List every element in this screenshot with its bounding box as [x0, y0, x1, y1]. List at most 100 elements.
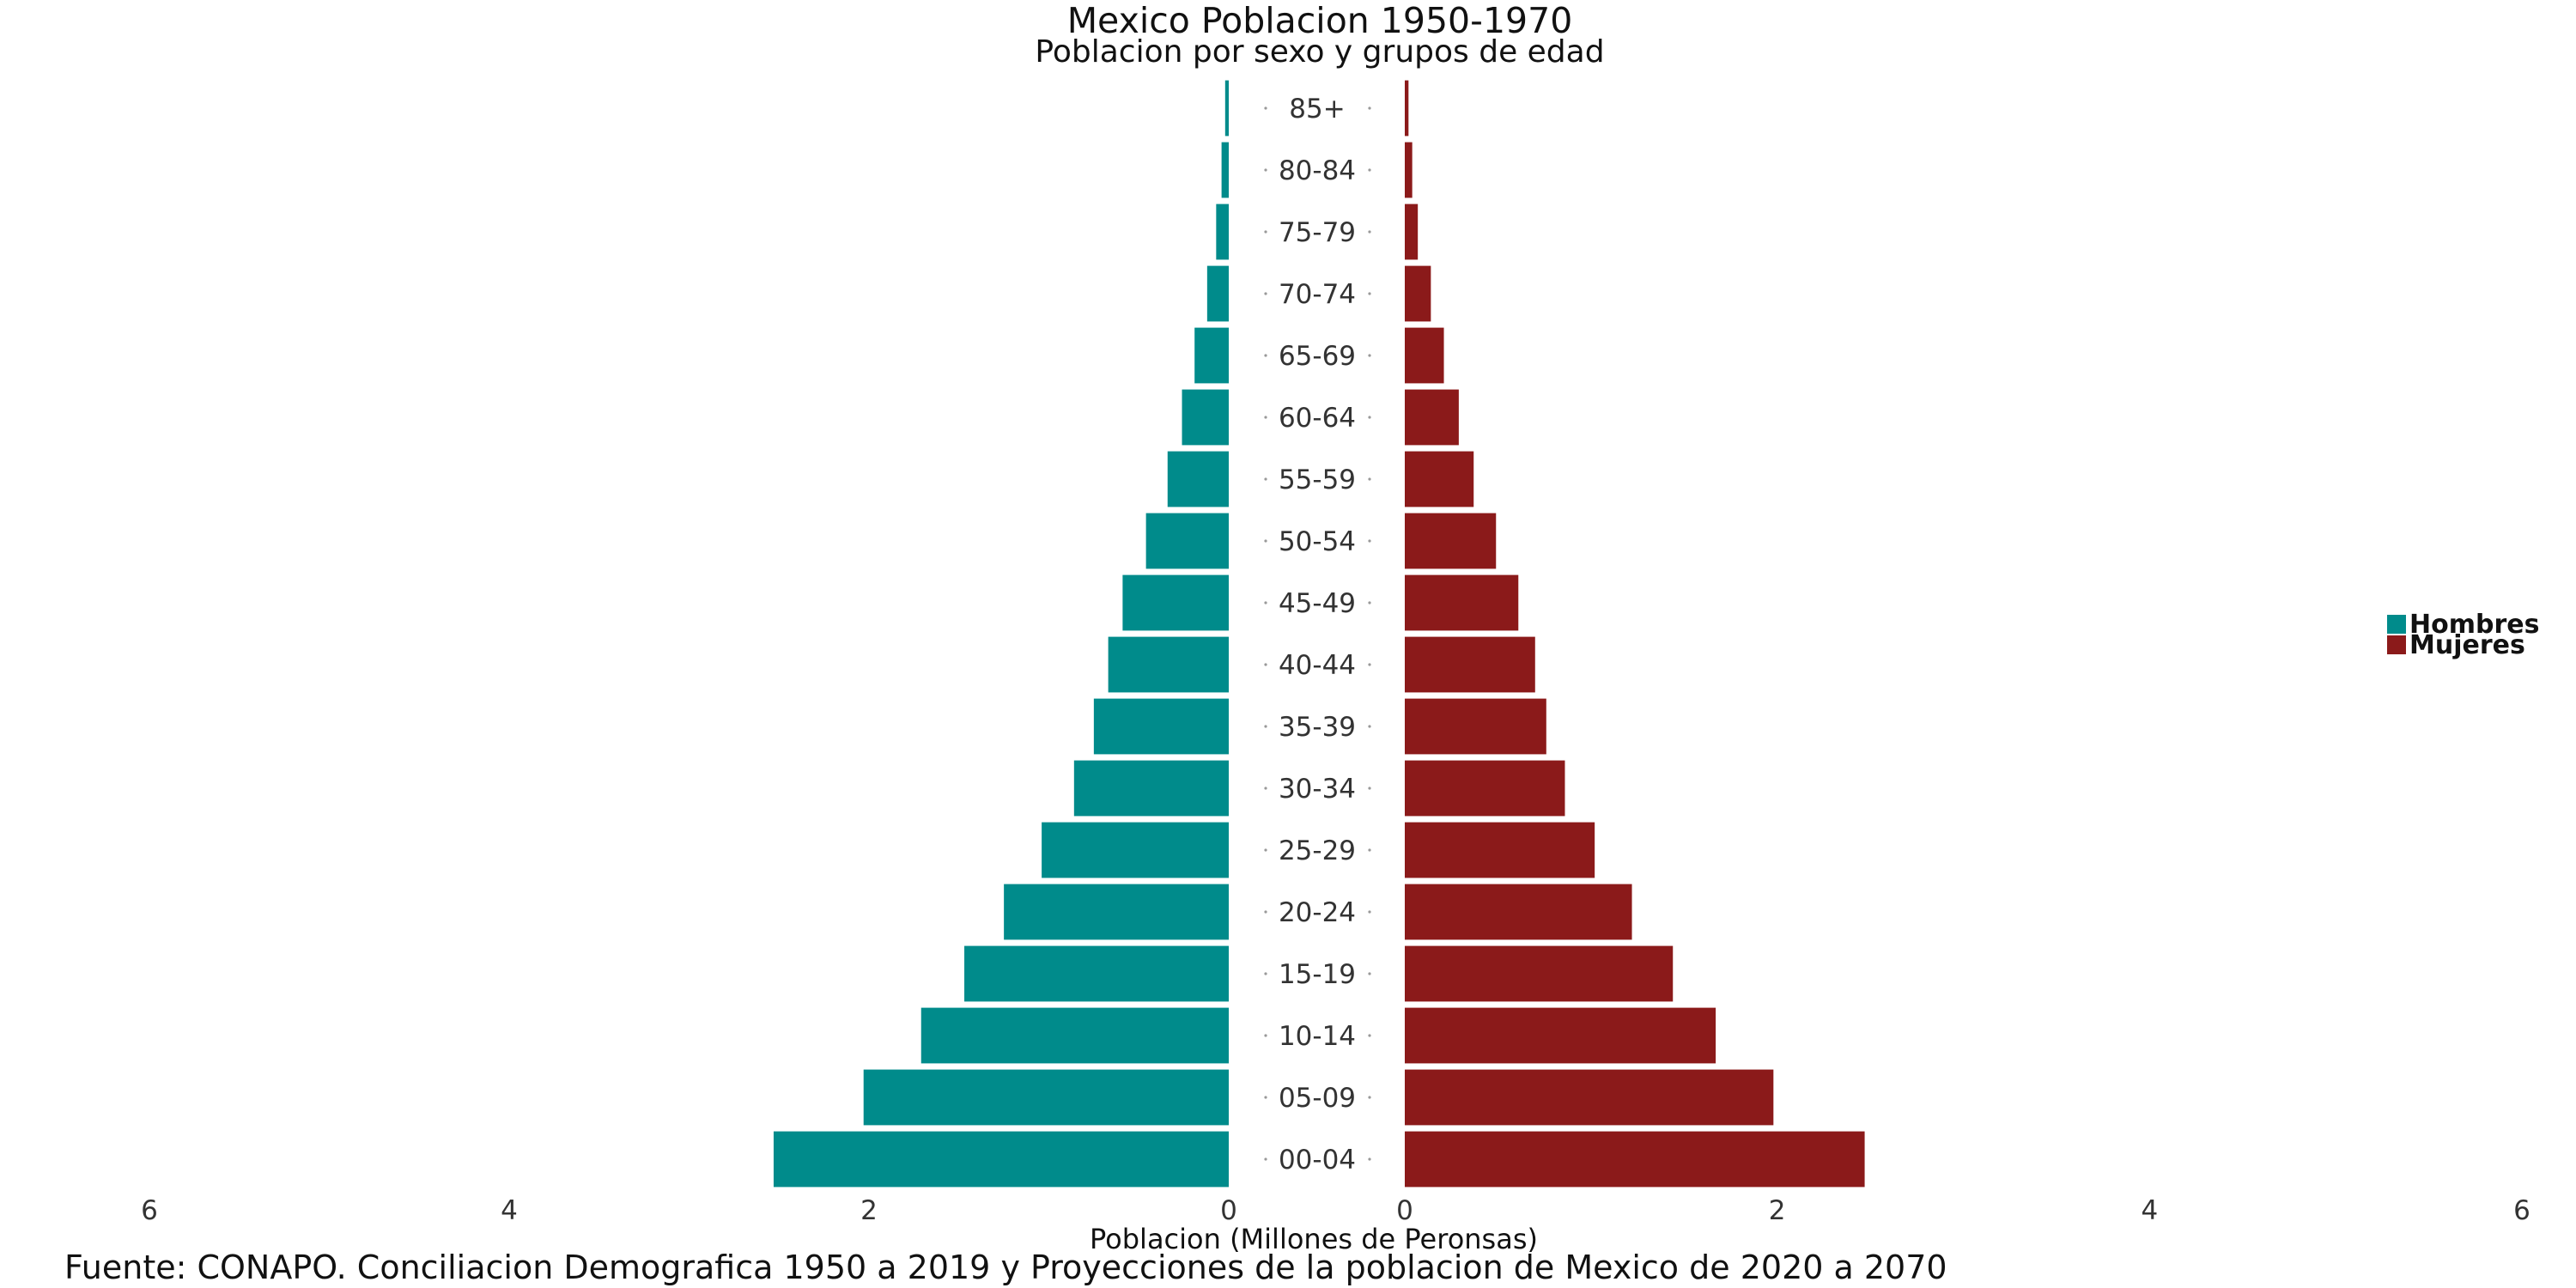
age-label-15-19: 15-19: [1279, 959, 1356, 990]
legend-swatch-mujeres: [2387, 635, 2406, 654]
bar-mujeres-70-74: [1405, 265, 1431, 322]
bar-mujeres-85+: [1405, 80, 1409, 137]
x-tick-left-4: 4: [501, 1195, 518, 1226]
bar-hombres-55-59: [1167, 451, 1229, 507]
age-label-55-59: 55-59: [1279, 465, 1356, 495]
bar-hombres-60-64: [1182, 389, 1229, 446]
bar-mujeres-40-44: [1405, 636, 1535, 693]
age-label-85+: 85+: [1289, 94, 1345, 125]
age-tick-mark: [1264, 354, 1267, 357]
age-label-45-49: 45-49: [1279, 588, 1356, 619]
age-tick-mark: [1368, 1034, 1371, 1037]
age-label-50-54: 50-54: [1279, 526, 1356, 557]
hombres-bars: [773, 80, 1229, 1188]
bar-mujeres-15-19: [1405, 945, 1674, 1002]
bar-hombres-40-44: [1108, 636, 1229, 693]
bar-mujeres-45-49: [1405, 574, 1519, 631]
x-axis-ticks-left: 6 4 2 0: [141, 1195, 1237, 1226]
age-tick-mark: [1368, 539, 1371, 543]
bar-hombres-50-54: [1145, 513, 1229, 569]
bar-hombres-75-79: [1216, 204, 1229, 260]
age-tick-mark: [1368, 106, 1371, 110]
age-tick-mark: [1264, 972, 1267, 975]
age-label-20-24: 20-24: [1279, 897, 1356, 928]
bar-hombres-05-09: [863, 1069, 1229, 1126]
age-tick-mark: [1368, 292, 1371, 295]
legend-swatch-hombres: [2387, 615, 2406, 634]
chart-title: Mexico Poblacion 1950-1970: [1067, 0, 1573, 41]
age-tick-mark: [1264, 601, 1267, 605]
bar-mujeres-25-29: [1405, 822, 1595, 878]
bar-mujeres-20-24: [1405, 884, 1632, 940]
age-tick-mark: [1264, 168, 1267, 172]
bar-hombres-65-69: [1194, 327, 1229, 384]
bar-hombres-85+: [1224, 80, 1229, 137]
age-tick-mark: [1368, 787, 1371, 790]
bar-mujeres-75-79: [1405, 204, 1419, 260]
age-tick-mark: [1264, 106, 1267, 110]
age-tick-mark: [1264, 1157, 1267, 1161]
bar-hombres-15-19: [964, 945, 1229, 1002]
legend-label-hombres: Hombres: [2409, 610, 2539, 640]
age-label-05-09: 05-09: [1279, 1083, 1356, 1114]
bar-hombres-10-14: [920, 1007, 1229, 1064]
bar-hombres-25-29: [1042, 822, 1229, 878]
bar-mujeres-65-69: [1405, 327, 1444, 384]
bar-hombres-30-34: [1073, 760, 1229, 817]
age-tick-mark: [1368, 1157, 1371, 1161]
bar-hombres-70-74: [1206, 265, 1229, 322]
age-tick-mark: [1264, 1096, 1267, 1099]
age-label-80-84: 80-84: [1279, 155, 1356, 186]
bar-mujeres-05-09: [1405, 1069, 1774, 1126]
x-tick-right-0: 0: [1396, 1195, 1413, 1226]
x-tick-left-2: 2: [860, 1195, 878, 1226]
age-tick-mark: [1264, 910, 1267, 914]
age-tick-mark: [1264, 663, 1267, 666]
bar-mujeres-30-34: [1405, 760, 1565, 817]
bar-mujeres-50-54: [1405, 513, 1497, 569]
age-tick-mark: [1368, 416, 1371, 419]
bar-hombres-35-39: [1093, 698, 1229, 755]
bar-hombres-00-04: [773, 1131, 1229, 1188]
age-label-65-69: 65-69: [1279, 341, 1356, 372]
age-tick-mark: [1264, 1034, 1267, 1037]
age-group-labels: 00-04 05-09 10-14 15-19 20-24 25-29 30-34 35-39…: [1264, 94, 1371, 1176]
age-tick-mark: [1264, 230, 1267, 234]
bar-hombres-80-84: [1221, 142, 1229, 198]
age-tick-mark: [1368, 230, 1371, 234]
bar-mujeres-10-14: [1405, 1007, 1716, 1064]
age-tick-mark: [1368, 910, 1371, 914]
age-label-00-04: 00-04: [1279, 1145, 1356, 1176]
chart-subtitle: Poblacion por sexo y grupos de edad: [1035, 34, 1604, 70]
age-tick-mark: [1264, 539, 1267, 543]
x-tick-left-0: 0: [1220, 1195, 1237, 1226]
age-tick-mark: [1368, 972, 1371, 975]
bar-hombres-20-24: [1004, 884, 1229, 940]
age-label-75-79: 75-79: [1279, 217, 1356, 248]
age-tick-mark: [1368, 663, 1371, 666]
age-label-40-44: 40-44: [1279, 650, 1356, 681]
x-tick-right-2: 2: [1769, 1195, 1786, 1226]
x-axis-title: Poblacion (Millones de Peronsas): [1090, 1223, 1538, 1255]
bar-mujeres-00-04: [1405, 1131, 1865, 1188]
bar-mujeres-35-39: [1405, 698, 1546, 755]
age-label-25-29: 25-29: [1279, 835, 1356, 866]
age-label-70-74: 70-74: [1279, 279, 1356, 310]
age-label-10-14: 10-14: [1279, 1021, 1356, 1052]
age-tick-mark: [1368, 848, 1371, 852]
age-tick-mark: [1368, 601, 1371, 605]
age-label-30-34: 30-34: [1279, 774, 1356, 805]
x-axis-ticks-right: 0 2 4 6: [1396, 1195, 2530, 1226]
age-tick-mark: [1368, 1096, 1371, 1099]
age-tick-mark: [1368, 725, 1371, 728]
age-tick-mark: [1368, 168, 1371, 172]
age-tick-mark: [1264, 292, 1267, 295]
age-tick-mark: [1264, 416, 1267, 419]
age-tick-mark: [1368, 477, 1371, 481]
age-label-60-64: 60-64: [1279, 403, 1356, 434]
age-label-35-39: 35-39: [1279, 712, 1356, 743]
legend-label-mujeres: Mujeres: [2409, 630, 2525, 660]
age-tick-mark: [1264, 477, 1267, 481]
age-tick-mark: [1368, 354, 1371, 357]
